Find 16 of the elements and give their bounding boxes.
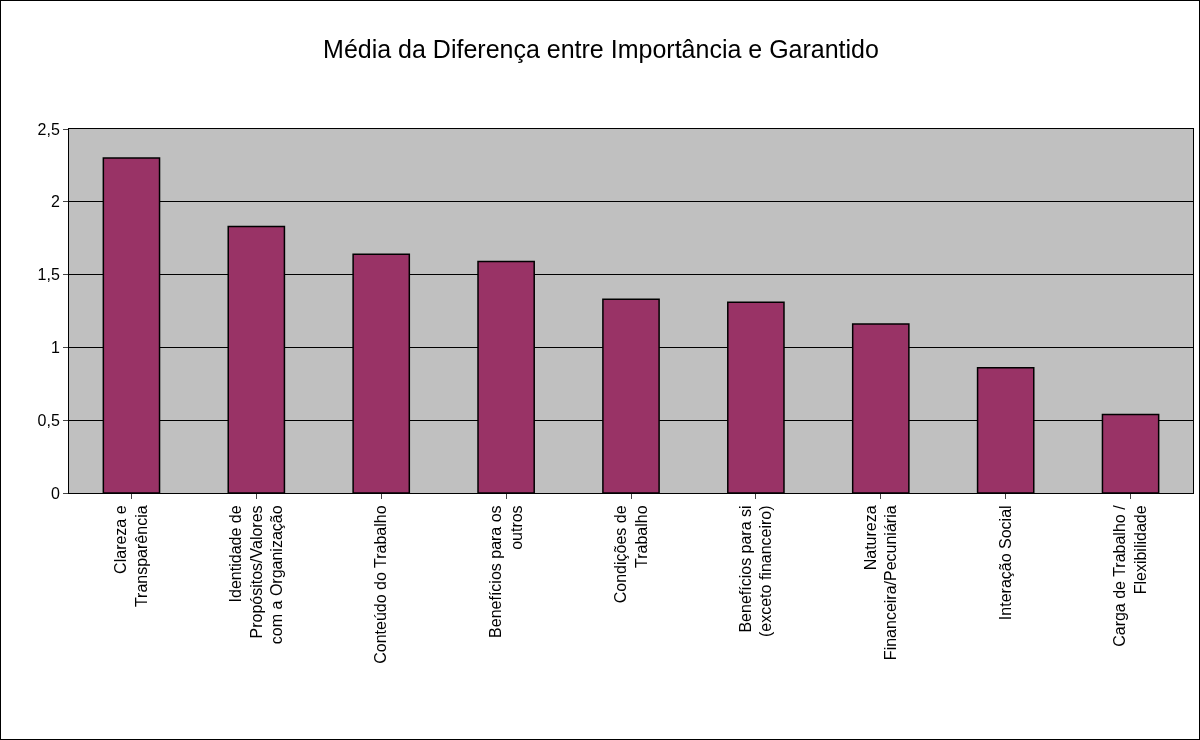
y-tick-label: 2,5 [37,120,60,138]
y-tick-label: 1 [50,339,60,356]
x-tick-label: Natureza Financeira/Pecuniária [861,505,900,661]
x-tick-label: Benefícios para si (exceto financeiro) [736,505,775,638]
x-tick-label: Clareza e Transparência [112,505,151,608]
y-tick-label: 0 [50,484,60,502]
y-tick-label: 2 [50,193,60,211]
chart-title: Média da Diferença entre Importância e Garantido [323,34,879,63]
x-tick-label: Conteúdo do Trabalho [372,505,390,664]
x-tick-label: Carga de Trabalho / Flexibilidade [1111,504,1150,647]
x-tick-label: Identidade de Propósitos/Valores com a Organização [226,505,286,645]
x-tick-label: Interação Social [996,505,1014,621]
y-tick-label: 0,5 [37,411,60,429]
y-tick-label: 1,5 [37,266,60,284]
x-tick-label: Condições de Trabalho [611,505,650,604]
x-tick-label: Benefícios para os outros [486,505,525,638]
